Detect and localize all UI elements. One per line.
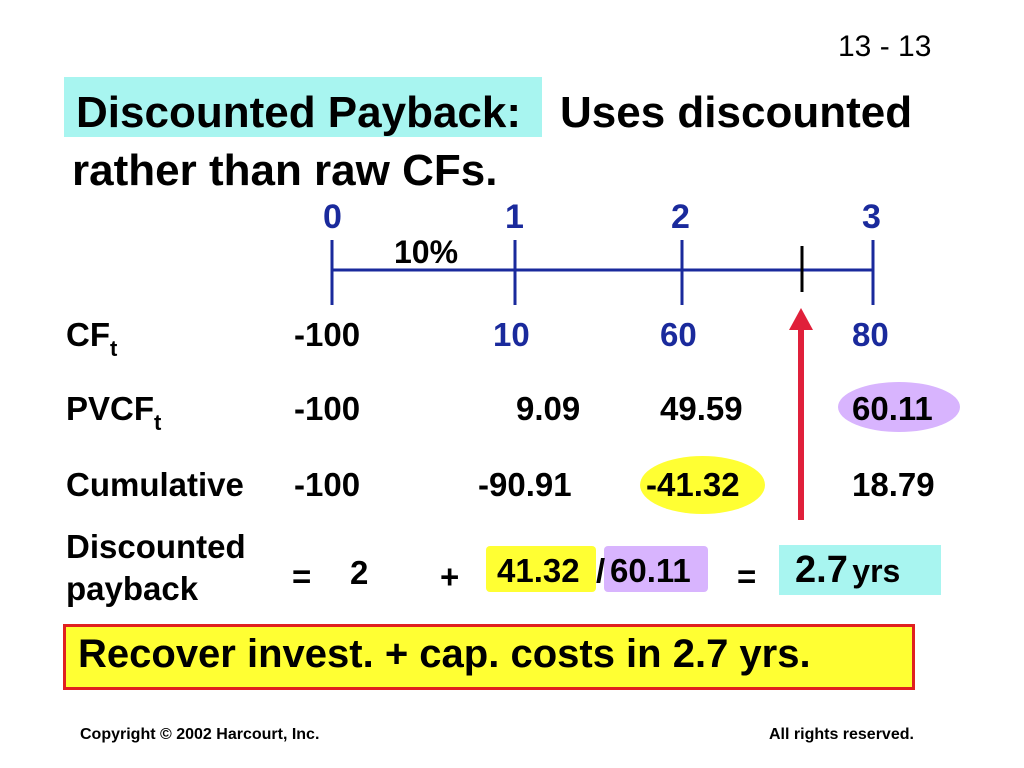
title-highlight: [64, 77, 542, 137]
discount-rate-label: 10%: [394, 234, 459, 270]
timeline-axis: [330, 240, 875, 305]
payback-denominator: 60.11: [610, 552, 691, 589]
payback-label-line2: payback: [66, 570, 199, 607]
footer-copyright: Copyright © 2002 Harcourt, Inc.: [80, 726, 320, 743]
period-0-label: 0: [323, 198, 342, 236]
payback-plus: +: [440, 558, 460, 595]
slide-number: 13 - 13: [838, 30, 932, 63]
pvcf-row-label: PVCFt: [66, 390, 162, 435]
payback-numerator: 41.32: [497, 552, 580, 589]
title-line2: rather than raw CFs.: [72, 146, 498, 195]
footer-rights: All rights reserved.: [769, 726, 914, 743]
pvcf-highlight: [838, 382, 960, 432]
cf-value-1: 10: [493, 316, 530, 353]
pvcf-value-3: 60.11: [852, 390, 933, 427]
cf-subscript: t: [110, 336, 118, 361]
denominator-highlight: [604, 546, 708, 592]
payback-result: 2.7 yrs: [795, 549, 900, 592]
cumulative-row-label: Cumulative: [66, 466, 244, 503]
conclusion-text: Recover invest. + cap. costs in 2.7 yrs.: [78, 632, 811, 676]
result-unit: yrs: [852, 553, 901, 589]
payback-equals-2: =: [737, 558, 757, 595]
payback-label-line1: Discounted: [66, 528, 246, 565]
payback-slash: /: [596, 552, 606, 589]
title-rest-text: Uses discounted: [560, 88, 913, 137]
pvcf-value-1: 9.09: [516, 390, 581, 427]
result-highlight: [779, 545, 941, 595]
cumulative-highlight: [640, 456, 765, 514]
cumulative-value-2: -41.32: [646, 466, 740, 503]
payback-years: 2: [350, 554, 369, 591]
pvcf-value-2: 49.59: [660, 390, 743, 427]
conclusion-box: [63, 624, 915, 690]
pvcf-value-0: -100: [294, 390, 361, 427]
cf-value-3: 80: [852, 316, 889, 353]
numerator-highlight: [486, 546, 596, 592]
title-highlighted-text: Discounted Payback:: [76, 88, 522, 137]
cumulative-value-0: -100: [294, 466, 361, 503]
cf-value-2: 60: [660, 316, 697, 353]
period-3-label: 3: [862, 198, 881, 236]
period-2-label: 2: [671, 198, 690, 236]
payback-equals-1: =: [292, 558, 312, 595]
result-value: 2.7: [795, 549, 848, 591]
cf-value-0: -100: [294, 316, 361, 353]
cumulative-value-1: -90.91: [478, 466, 572, 503]
red-arrow-head: [789, 308, 813, 330]
cumulative-value-3: 18.79: [852, 466, 935, 503]
pvcf-subscript: t: [154, 410, 162, 435]
period-1-label: 1: [505, 198, 524, 236]
cf-row-label: CFt: [66, 316, 118, 361]
